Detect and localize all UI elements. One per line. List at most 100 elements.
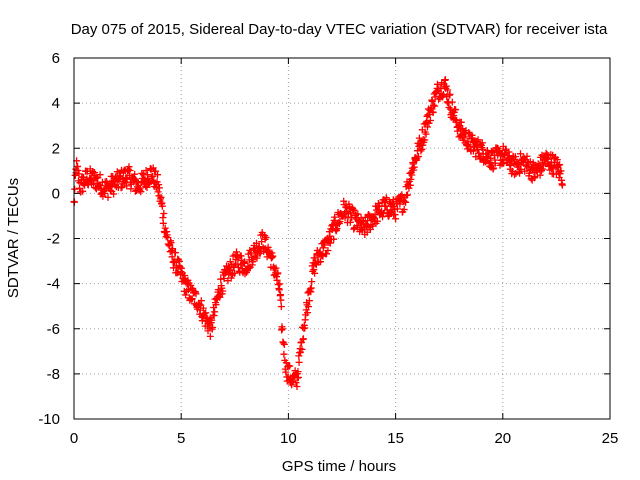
- data-point: [426, 117, 434, 124]
- data-point: [442, 82, 450, 90]
- x-axis-label: GPS time / hours: [282, 458, 396, 475]
- data-point: [446, 90, 454, 98]
- data-point: [538, 167, 545, 175]
- data-point: [402, 198, 410, 206]
- data-point: [491, 159, 499, 167]
- data-point: [410, 163, 418, 171]
- data-point: [409, 160, 417, 168]
- data-point: [176, 263, 184, 271]
- data-point: [469, 147, 477, 155]
- data-point: [202, 309, 210, 317]
- data-point: [318, 251, 325, 259]
- data-point: [334, 219, 342, 227]
- data-point: [152, 167, 160, 175]
- data-point: [558, 181, 566, 189]
- data-point: [408, 171, 416, 179]
- x-tick-label: 5: [177, 430, 185, 447]
- data-point: [380, 210, 387, 217]
- y-tick-label: -6: [47, 321, 60, 338]
- data-point: [286, 362, 294, 370]
- data-point: [277, 303, 285, 311]
- data-point: [310, 266, 318, 274]
- data-point: [123, 182, 131, 190]
- data-point: [316, 248, 324, 256]
- data-point: [323, 250, 330, 258]
- data-point: [208, 316, 216, 324]
- x-tick-label: 25: [602, 430, 619, 447]
- data-point: [430, 101, 438, 109]
- data-point: [424, 123, 431, 131]
- data-point: [421, 136, 429, 144]
- data-point: [336, 218, 344, 225]
- data-point: [299, 335, 307, 343]
- data-point: [294, 373, 302, 381]
- data-point: [169, 245, 177, 253]
- data-point: [301, 324, 309, 332]
- data-point: [292, 379, 300, 387]
- data-point: [156, 184, 163, 192]
- data-point: [79, 187, 87, 195]
- data-point: [476, 155, 484, 163]
- data-point: [262, 234, 270, 241]
- data-point: [304, 309, 311, 317]
- data-point: [155, 181, 163, 189]
- data-point: [74, 167, 82, 174]
- data-point: [154, 171, 162, 179]
- data-point: [429, 109, 437, 116]
- data-point: [407, 175, 415, 183]
- data-point: [280, 340, 288, 348]
- data-point: [219, 287, 227, 295]
- data-point: [527, 175, 535, 183]
- data-point: [245, 264, 253, 272]
- data-point: [311, 269, 319, 277]
- data-point: [159, 219, 167, 227]
- data-point: [413, 154, 421, 162]
- data-point: [417, 147, 425, 155]
- data-point: [382, 202, 390, 210]
- data-point: [511, 153, 519, 161]
- data-point: [298, 345, 306, 353]
- data-point: [431, 102, 439, 110]
- data-point: [160, 210, 168, 217]
- data-point: [177, 264, 185, 272]
- data-point: [317, 258, 325, 266]
- data-point: [346, 218, 354, 226]
- data-point: [517, 150, 524, 158]
- data-point: [324, 247, 332, 254]
- data-point: [227, 274, 235, 282]
- data-point: [444, 86, 452, 94]
- chart-title: Day 075 of 2015, Sidereal Day-to-day VTE…: [71, 21, 608, 38]
- data-point: [71, 185, 79, 193]
- data-point: [206, 332, 214, 340]
- y-tick-label: -4: [47, 276, 60, 293]
- data-point: [188, 295, 196, 303]
- data-point: [392, 215, 400, 223]
- data-point: [326, 239, 334, 247]
- data-point: [199, 304, 207, 312]
- data-point: [474, 136, 482, 144]
- data-point: [422, 130, 430, 138]
- data-point: [428, 97, 436, 105]
- data-point: [142, 167, 150, 174]
- data-point: [104, 193, 112, 201]
- data-point: [452, 106, 460, 114]
- data-point: [441, 76, 449, 84]
- data-point: [487, 154, 495, 162]
- data-point: [400, 206, 408, 213]
- data-point: [126, 167, 134, 174]
- data-point: [556, 161, 564, 169]
- data-point: [110, 190, 118, 198]
- data-point: [211, 308, 219, 316]
- y-tick-label: 6: [52, 50, 60, 67]
- grid-lines: [74, 58, 610, 419]
- data-point: [182, 291, 190, 299]
- data-point: [214, 286, 222, 294]
- data-point: [305, 303, 312, 311]
- data-point: [280, 350, 288, 358]
- y-tick-label: -2: [47, 231, 60, 248]
- y-tick-label: 4: [52, 95, 60, 112]
- data-point: [276, 280, 284, 288]
- data-point: [394, 205, 401, 213]
- data-series: [70, 76, 566, 390]
